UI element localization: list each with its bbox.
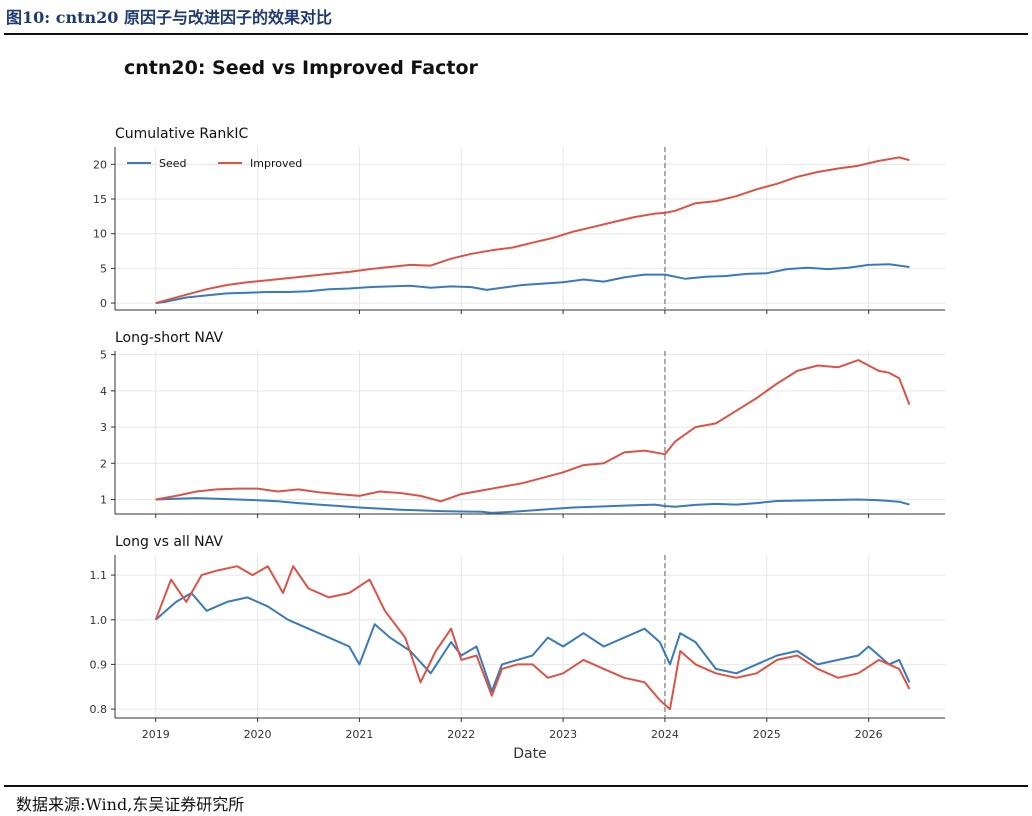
series-line-seed: [155, 497, 910, 514]
y-tick-label: 0.9: [90, 658, 108, 671]
legend-label-seed: Seed: [159, 157, 187, 170]
x-tick-label: 2023: [549, 728, 577, 741]
y-tick-label: 1.0: [90, 614, 108, 627]
panel-1: Cumulative RankIC 0 5 10 15 20 Seed Improved: [93, 126, 945, 314]
y-tick-label: 15: [93, 193, 107, 206]
panel-2: Long-short NAV 1 2 3 4 5: [100, 330, 945, 518]
panel-title: Long vs all NAV: [115, 534, 223, 550]
x-tick-label: 2025: [753, 728, 781, 741]
chart-figure: cntn20: Seed vs Improved Factor Cumulati…: [90, 57, 945, 762]
y-tick-label: 10: [93, 228, 107, 241]
source-note: 数据来源:Wind,东吴证券研究所: [16, 795, 245, 814]
bottom-rule: [4, 785, 1028, 787]
y-tick-label: 0: [100, 297, 107, 310]
y-tick-label: 4: [100, 385, 107, 398]
series-line-seed: [155, 592, 911, 693]
y-tick-label: 1.1: [90, 569, 108, 582]
y-tick-label: 5: [100, 349, 107, 362]
x-tick-label: 2020: [244, 728, 272, 741]
top-rule: [4, 33, 1028, 35]
y-tick-label: 20: [93, 158, 107, 171]
panel-3: Long vs all NAV 0.8 0.9 1.0 1.1 2019 2020 2021 2…: [90, 534, 945, 741]
x-tick-label: 2019: [142, 728, 170, 741]
x-tick-label: 2021: [345, 728, 373, 741]
series-line-improved: [155, 156, 910, 305]
chart-legend: Seed Improved: [127, 157, 302, 170]
chart-suptitle: cntn20: Seed vs Improved Factor: [124, 57, 478, 79]
x-tick-label: 2022: [447, 728, 475, 741]
series-line-seed: [155, 263, 910, 305]
panel-title: Long-short NAV: [115, 330, 224, 346]
series-line-improved: [155, 359, 911, 503]
figure-caption: 图10: cntn20 原因子与改进因子的效果对比: [6, 8, 332, 27]
x-tick-label: 2026: [855, 728, 883, 741]
panel-title: Cumulative RankIC: [115, 126, 248, 142]
series-line-improved: [154, 565, 911, 711]
y-tick-label: 3: [100, 421, 107, 434]
y-tick-label: 5: [100, 262, 107, 275]
y-tick-label: 2: [100, 457, 107, 470]
legend-label-improved: Improved: [250, 157, 302, 170]
y-tick-label: 0.8: [90, 703, 108, 716]
y-tick-label: 1: [100, 494, 107, 507]
x-tick-label: 2024: [651, 728, 679, 741]
x-axis-label: Date: [513, 746, 546, 762]
